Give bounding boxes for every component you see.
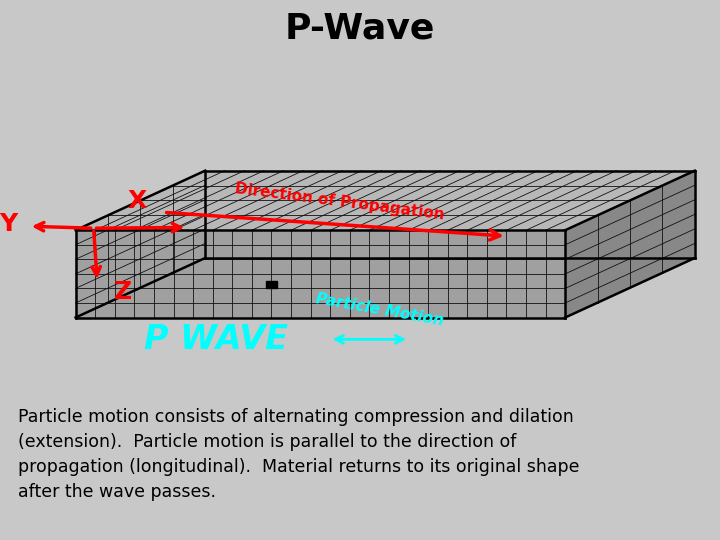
Polygon shape: [76, 171, 205, 318]
Polygon shape: [565, 171, 695, 318]
Text: Particle Motion: Particle Motion: [315, 291, 446, 328]
Text: Z: Z: [114, 280, 132, 304]
Polygon shape: [76, 171, 695, 230]
Polygon shape: [76, 230, 565, 318]
Text: P WAVE: P WAVE: [144, 323, 288, 356]
Text: X: X: [127, 189, 146, 213]
Polygon shape: [266, 281, 277, 287]
Text: Direction of Propagation: Direction of Propagation: [234, 181, 445, 222]
Text: Y: Y: [0, 212, 18, 236]
Text: P-Wave: P-Wave: [285, 12, 435, 46]
Text: Particle motion consists of alternating compression and dilation
(extension).  P: Particle motion consists of alternating …: [18, 408, 580, 501]
